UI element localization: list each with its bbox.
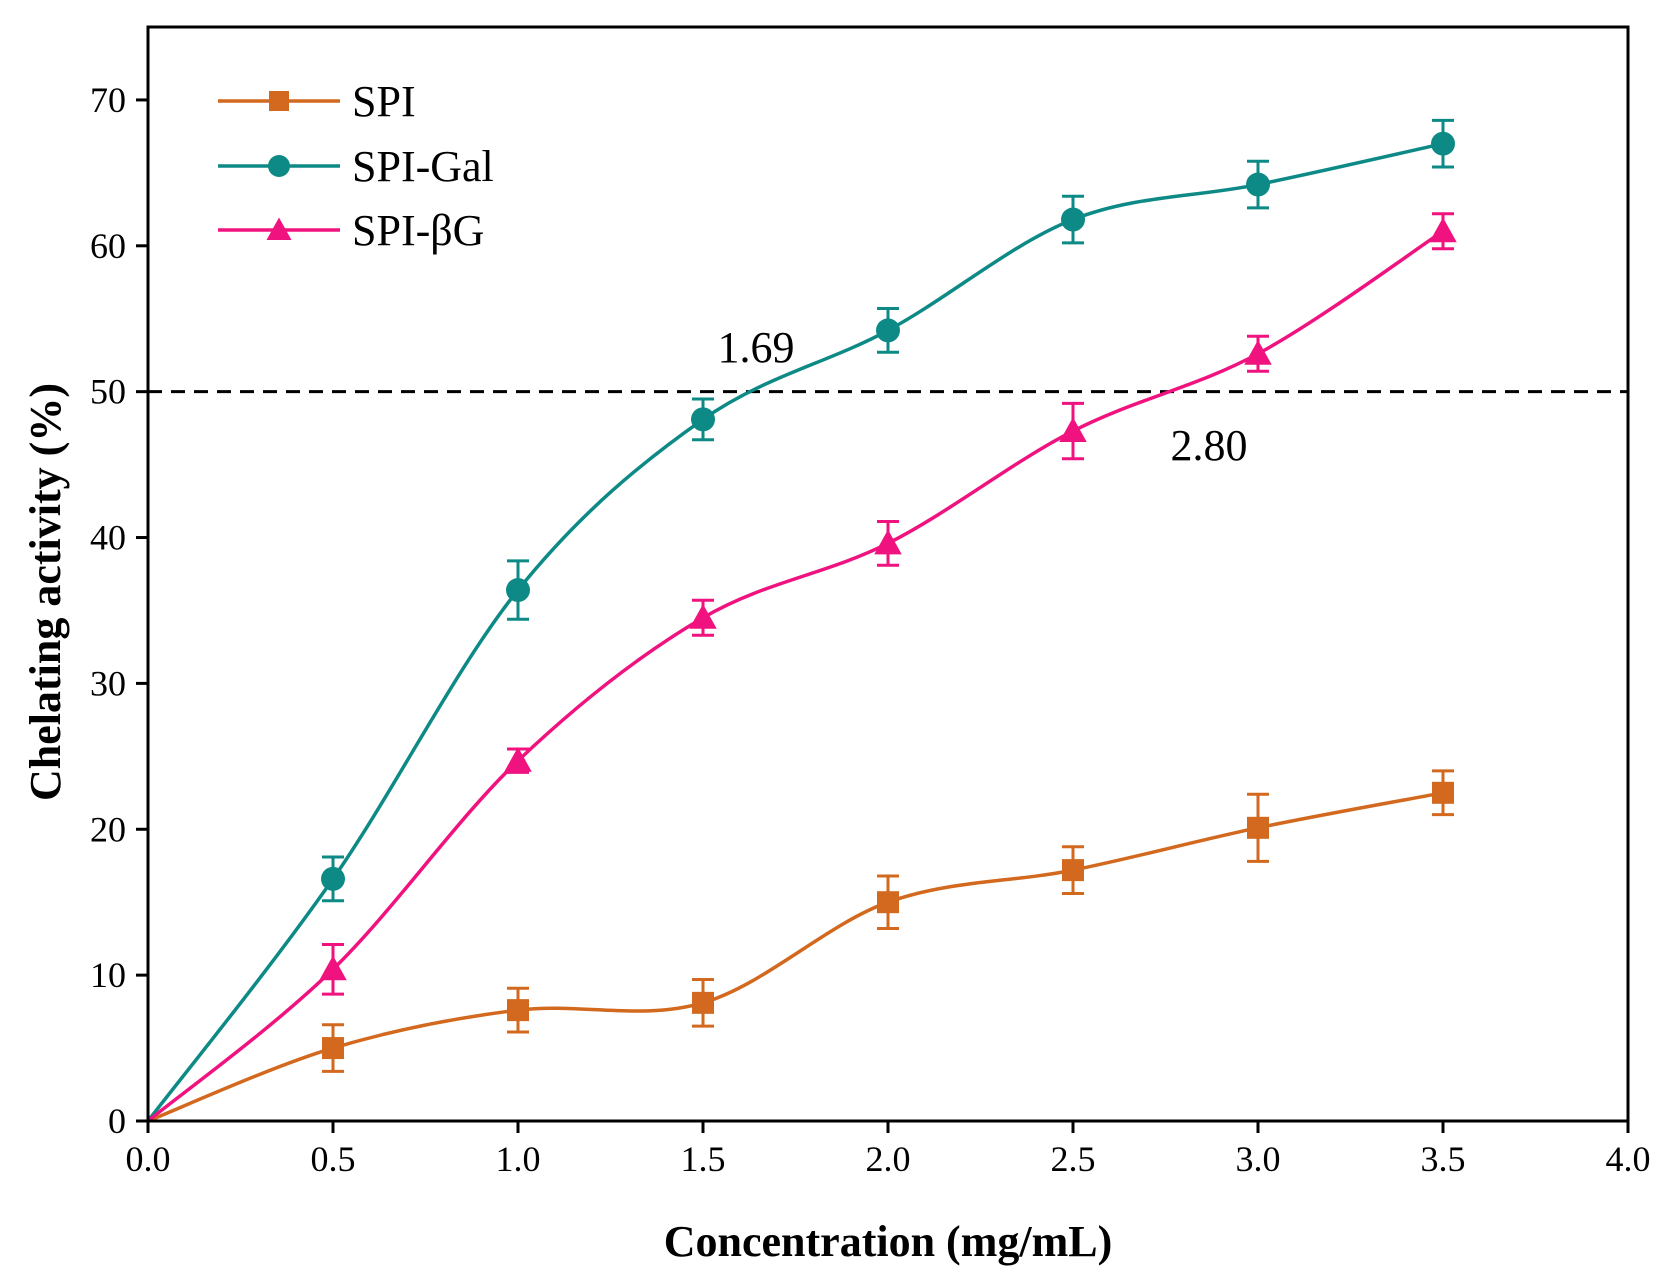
- error-bars: [322, 118, 1454, 1073]
- data-point-spi-g: [874, 529, 902, 555]
- data-point-spi-gal: [1061, 207, 1085, 232]
- y-tick-label: 10: [90, 955, 126, 995]
- legend-label-spi-gal: SPI-Gal: [352, 142, 494, 191]
- series-line-spi-g: [146, 229, 1444, 1123]
- x-tick-label: 3.5: [1421, 1139, 1466, 1179]
- data-point-spi-g: [504, 746, 532, 772]
- data-point-spi-g: [1244, 339, 1272, 365]
- legend-label-spi: SPI: [352, 77, 416, 126]
- data-point-spi-gal: [321, 866, 345, 891]
- data-point-spi: [1432, 781, 1454, 804]
- y-tick-label: 50: [90, 372, 126, 412]
- x-tick-label: 2.0: [866, 1139, 911, 1179]
- legend-marker-spi: [269, 91, 289, 111]
- data-point-spi: [877, 891, 899, 914]
- data-point-spi-g: [689, 604, 717, 629]
- x-tick-label: 1.0: [496, 1139, 541, 1179]
- x-tick-label: 0.0: [126, 1139, 171, 1179]
- y-tick-label: 20: [90, 809, 126, 849]
- x-axis-ticks: 0.0 0.5 1.0 1.5 2.0 2.5 3.0 3.5 4.0: [126, 1121, 1651, 1179]
- data-point-spi: [1062, 859, 1084, 882]
- x-tick-label: 0.5: [311, 1139, 356, 1179]
- data-markers: [319, 131, 1457, 1060]
- y-axis-title: Chelating activity (%): [21, 383, 70, 801]
- data-point-spi-gal: [506, 578, 530, 603]
- data-point-spi-gal: [691, 407, 715, 432]
- x-tick-label: 4.0: [1606, 1139, 1651, 1179]
- data-point-spi-gal: [1431, 131, 1455, 156]
- x-tick-label: 2.5: [1051, 1139, 1096, 1179]
- y-tick-label: 0: [108, 1101, 126, 1141]
- data-point-spi-g: [1429, 217, 1457, 243]
- y-tick-label: 60: [90, 226, 126, 266]
- y-axis-ticks: 0 10 20 30 40 50 60 70: [90, 80, 148, 1141]
- legend-marker-spi-g: [266, 217, 292, 240]
- data-point-spi-gal: [876, 318, 900, 343]
- data-point-spi-g: [319, 955, 347, 981]
- data-point-spi: [322, 1037, 344, 1060]
- legend-marker-spi-gal: [268, 155, 290, 177]
- x-axis-title: Concentration (mg/mL): [664, 1217, 1113, 1266]
- y-tick-label: 70: [90, 80, 126, 120]
- series-line-spi: [147, 791, 1444, 1123]
- legend: SPI SPI-Gal SPI-βG: [218, 77, 494, 255]
- data-point-spi-gal: [1246, 172, 1270, 197]
- data-point-spi-g: [1059, 417, 1087, 443]
- annotation-bg-ic50: 2.80: [1171, 421, 1248, 470]
- data-point-spi: [692, 991, 714, 1014]
- legend-label-spi-g: SPI-βG: [352, 206, 484, 255]
- y-tick-label: 30: [90, 663, 126, 703]
- annotation-gal-ic50: 1.69: [718, 323, 795, 372]
- data-point-spi: [1247, 816, 1269, 839]
- x-tick-label: 3.0: [1236, 1139, 1281, 1179]
- x-tick-label: 1.5: [681, 1139, 726, 1179]
- y-tick-label: 40: [90, 518, 126, 558]
- data-point-spi: [507, 999, 529, 1022]
